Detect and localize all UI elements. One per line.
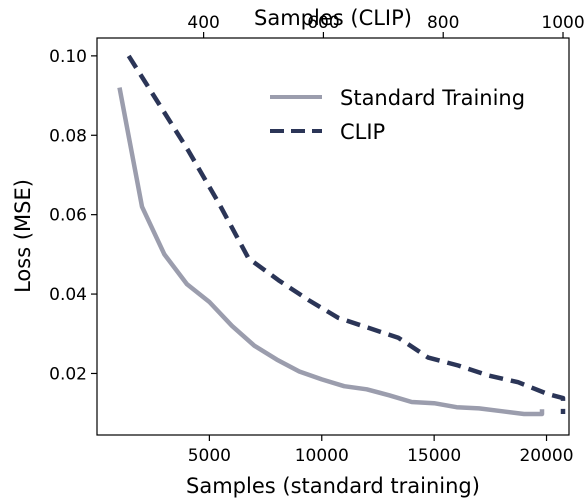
top-x-tick-label: 800 xyxy=(427,13,459,33)
y-tick-label: 0.02 xyxy=(49,364,87,384)
x-tick-label: 5000 xyxy=(188,446,231,466)
x-tick-label: 15000 xyxy=(407,446,461,466)
top-x-tick-label: 600 xyxy=(307,13,339,33)
top-x-tick-label: 1000 xyxy=(541,13,584,33)
y-tick-label: 0.10 xyxy=(49,47,87,67)
series-lines xyxy=(117,54,566,417)
series-line-standard-training xyxy=(117,87,545,417)
top-x-axis-title: Samples (CLIP) xyxy=(254,6,412,30)
x-axis-title: Samples (standard training) xyxy=(186,474,480,498)
top-x-tick-label: 400 xyxy=(187,13,219,33)
legend: Standard Training CLIP xyxy=(270,86,525,144)
x-axis-ticks: 5000 10000 15000 20000 xyxy=(188,435,574,466)
plot-frame xyxy=(96,37,570,436)
x-tick-label: 20000 xyxy=(519,446,573,466)
legend-label-standard-training: Standard Training xyxy=(340,86,525,110)
y-axis-title: Loss (MSE) xyxy=(11,179,35,293)
y-tick-label: 0.06 xyxy=(49,206,87,226)
legend-label-clip: CLIP xyxy=(340,120,385,144)
x-tick-label: 10000 xyxy=(295,446,349,466)
y-axis-ticks: 0.02 0.04 0.06 0.08 0.10 xyxy=(49,47,97,384)
top-x-axis-ticks: 400 600 800 1000 xyxy=(187,13,585,38)
y-tick-label: 0.08 xyxy=(49,126,87,146)
y-tick-label: 0.04 xyxy=(49,285,87,305)
series-line-clip xyxy=(126,54,566,414)
